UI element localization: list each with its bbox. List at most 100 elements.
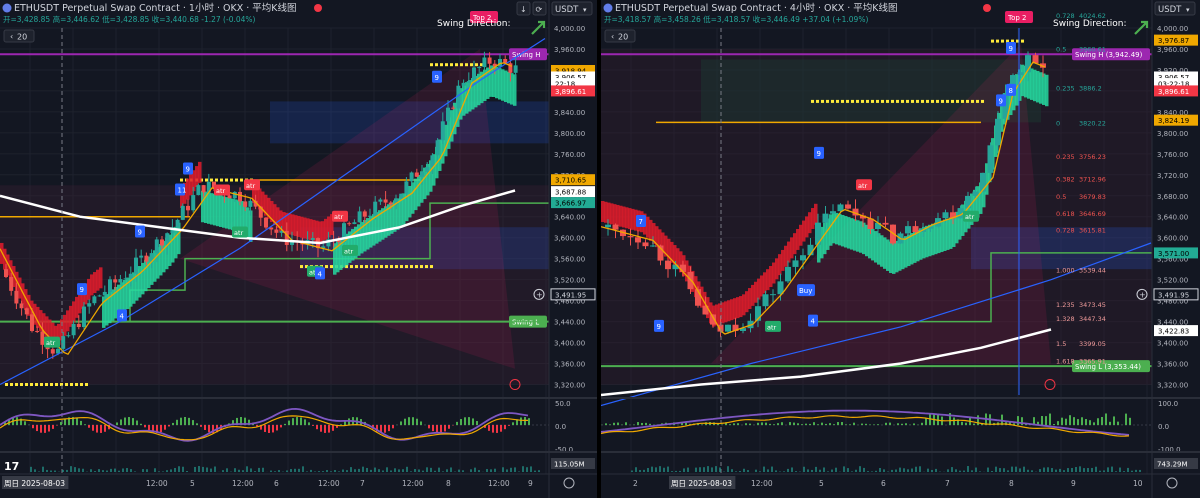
osc-histogram-bar [797, 423, 799, 425]
ribbon-segment [465, 82, 469, 114]
ribbon-segment [456, 95, 460, 127]
ribbon-segment [958, 208, 962, 240]
volume-bar [262, 467, 264, 472]
settings-gear-icon[interactable] [563, 477, 575, 489]
volume-bar [1123, 471, 1125, 472]
panel-divider[interactable] [597, 0, 601, 498]
ribbon-segment [808, 212, 812, 234]
dotted-level-mark [821, 99, 824, 103]
ribbon-segment [751, 284, 755, 306]
osc-histogram-bar [492, 425, 494, 433]
osc-histogram-bar [200, 425, 202, 427]
ribbon-segment [291, 214, 295, 236]
price-axis[interactable]: 4,000.003,960.003,920.003,880.003,840.00… [548, 0, 597, 498]
volume-bar [534, 470, 536, 472]
ribbon-segment [273, 204, 277, 226]
ribbon-segment [492, 65, 496, 97]
ribbon-segment [69, 305, 73, 327]
dotted-level-mark [921, 99, 924, 103]
interval-badge[interactable] [3, 29, 35, 43]
ribbon-segment [610, 203, 614, 225]
volume-bar [82, 468, 84, 472]
price-tick-label: 3,600.00 [554, 235, 585, 243]
chevron-down-icon[interactable]: ▾ [583, 6, 587, 14]
swing-l-tag [1072, 360, 1150, 373]
reset-button[interactable] [532, 1, 547, 16]
ribbon-segment [769, 266, 773, 287]
candle-body [394, 198, 398, 205]
ribbon-segment [150, 253, 154, 285]
price-axis[interactable]: 4,000.003,960.003,920.003,880.003,840.00… [1151, 0, 1200, 498]
alert-icon[interactable] [1044, 379, 1056, 391]
ribbon-segment [288, 213, 292, 235]
ribbon-segment [96, 269, 100, 291]
ribbon-segment [937, 221, 941, 254]
osc-histogram-bar [781, 422, 783, 425]
volume-bar [522, 466, 524, 472]
volume-bar [1083, 468, 1085, 472]
add-alert-button[interactable] [533, 288, 545, 300]
candle-body [342, 223, 346, 243]
ribbon-segment [363, 220, 367, 252]
candle-body [815, 222, 821, 245]
volume-bar [298, 468, 300, 472]
ribbon-segment [802, 220, 806, 242]
volume-bar [398, 469, 400, 472]
ribbon-segment [87, 278, 91, 300]
dotted-level-mark [861, 99, 864, 103]
settings-gear-icon[interactable] [1166, 477, 1178, 489]
collapse-icon[interactable]: ‹ [10, 32, 13, 41]
scroll-down-button[interactable] [516, 1, 531, 16]
volume-bar [959, 470, 961, 472]
candle-body [1002, 93, 1009, 119]
ribbon-segment [1042, 73, 1046, 105]
osc-histogram-bar [913, 423, 915, 425]
right-chart-panel[interactable]: ETHUSDT Perpetual Swap Contract · 4小时 · … [601, 0, 1200, 498]
price-tick-label: 3,360.00 [1157, 361, 1188, 369]
volume-bar [178, 466, 180, 472]
volume-tag [1154, 458, 1198, 469]
candle-body [770, 294, 776, 296]
chevron-down-icon[interactable]: ▾ [1186, 6, 1190, 14]
left-chart-panel[interactable]: ETHUSDT Perpetual Swap Contract · 1小时 · … [0, 0, 597, 498]
add-alert-button[interactable] [1136, 288, 1148, 300]
candle-body [725, 324, 731, 332]
candle-body [347, 223, 352, 225]
candle-body [310, 238, 315, 240]
ribbon-segment [303, 217, 307, 239]
volume-bar [66, 469, 68, 472]
ribbon-segment [330, 214, 334, 236]
ohlc-readout: 开=3,428.85 高=3,446.62 低=3,428.85 收=3,440… [3, 14, 256, 24]
volume-bar [134, 471, 136, 472]
candle-body [837, 204, 844, 212]
currency-select[interactable] [1154, 1, 1196, 16]
candle-body [404, 181, 409, 194]
atr-badge [332, 210, 348, 222]
moving-average-orange [601, 61, 1046, 335]
trend-line-blue [601, 242, 1152, 407]
volume-bar [394, 468, 396, 472]
volume-bar [338, 471, 340, 472]
tradingview-logo-icon[interactable]: 17 [4, 460, 19, 473]
price-tag-label: 3,896.61 [555, 88, 586, 96]
alert-icon[interactable] [509, 379, 521, 391]
trend-line-blue [0, 37, 546, 386]
ribbon-segment [613, 204, 617, 226]
dotted-level-mark [15, 383, 18, 387]
ribbon-segment [733, 298, 737, 320]
dotted-level-mark [395, 265, 398, 269]
osc-histogram-bar [821, 422, 823, 425]
price-tag-label: 3,571.00 [1158, 250, 1189, 258]
volume-bar [50, 470, 52, 472]
fib-ratio-label: 1.5 [1056, 340, 1066, 348]
candle-body [165, 233, 170, 246]
volume-bar [70, 466, 72, 472]
currency-select[interactable] [551, 1, 593, 16]
interval-badge-label: 20 [618, 33, 628, 42]
osc-histogram-bar [1061, 417, 1063, 425]
candle-body [860, 215, 866, 219]
volume-bar [430, 467, 432, 472]
interval-badge[interactable] [604, 29, 636, 43]
ribbon-segment [883, 237, 887, 269]
collapse-icon[interactable]: ‹ [611, 32, 614, 41]
